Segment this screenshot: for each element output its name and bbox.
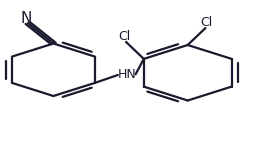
Text: Cl: Cl [201, 16, 213, 29]
Text: Cl: Cl [119, 30, 131, 43]
Text: N: N [21, 11, 32, 26]
Text: HN: HN [118, 68, 137, 81]
